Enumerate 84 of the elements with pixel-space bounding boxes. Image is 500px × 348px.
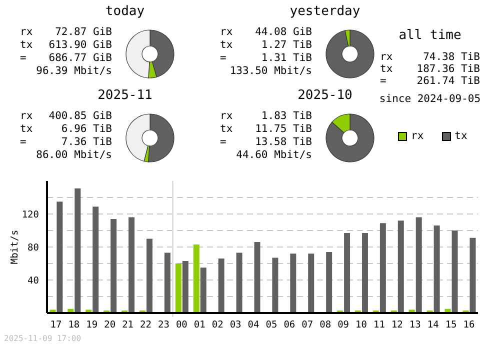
- x-tick-label: 02: [212, 320, 224, 331]
- bar: [398, 220, 404, 313]
- bar: [344, 232, 350, 313]
- donut-slice: [326, 30, 374, 78]
- bar: [182, 261, 188, 313]
- legend-label: rx: [411, 130, 424, 142]
- text: = 13.58 TiB: [220, 136, 312, 148]
- y-tick-label: 80: [28, 242, 40, 254]
- bar: [308, 254, 314, 313]
- text: rx 1.83 TiB: [220, 110, 312, 122]
- text: 96.39 Mbit/s: [35, 65, 112, 78]
- bar: [272, 258, 278, 313]
- x-tick-label: 19: [86, 320, 98, 331]
- x-tick-label: 01: [194, 320, 206, 331]
- text: = 7.36 TiB: [20, 136, 112, 148]
- bar: [200, 268, 206, 313]
- x-tick-label: 13: [409, 320, 421, 331]
- bar: [56, 202, 63, 313]
- bar: [164, 252, 170, 313]
- x-tick-label: 17: [50, 320, 62, 331]
- y-axis-title: Mbit/s: [9, 230, 20, 264]
- text: 44.60 Mbit/s: [235, 149, 312, 162]
- x-tick-label: 11: [374, 320, 386, 331]
- x-tick-label: 00: [176, 320, 188, 331]
- text: = 261.74 TiB: [380, 75, 480, 87]
- bar: [452, 230, 458, 313]
- bar: [92, 206, 99, 313]
- x-tick-label: 05: [266, 320, 278, 331]
- bar: [362, 232, 368, 313]
- x-tick-label: 20: [104, 320, 116, 331]
- text: rx 72.87 GiB: [20, 26, 112, 38]
- text: 133.50 Mbit/s: [228, 65, 312, 78]
- text: tx 187.36 TiB: [380, 63, 480, 75]
- x-tick-label: 23: [158, 320, 170, 331]
- x-tick-label: 07: [302, 320, 314, 331]
- bar: [326, 252, 332, 313]
- chart-title: 2025-11: [96, 88, 154, 103]
- text: since 2024-09-05: [378, 93, 482, 105]
- text: rx 74.38 TiB: [380, 51, 480, 63]
- chart-title: 2025-10: [298, 88, 352, 103]
- bar: [290, 254, 296, 313]
- x-tick-label: 08: [320, 320, 332, 331]
- bar: [74, 188, 81, 313]
- text: 2025-11-09 17:00: [4, 334, 82, 343]
- x-tick-label: 21: [122, 320, 134, 331]
- text: = 1.31 TiB: [220, 52, 312, 64]
- text: = 686.77 GiB: [20, 52, 112, 64]
- x-tick-label: 16: [463, 320, 476, 331]
- x-tick-label: 06: [284, 320, 296, 331]
- bar: [434, 226, 440, 313]
- bar: [218, 258, 224, 313]
- bar: [193, 244, 200, 313]
- bar: [380, 223, 386, 313]
- text: tx 613.90 GiB: [20, 39, 112, 51]
- bar: [254, 242, 260, 313]
- bar: [416, 217, 422, 313]
- bar: [175, 264, 182, 313]
- chart-title: yesterday: [288, 4, 362, 19]
- text: 86.00 Mbit/s: [35, 149, 112, 162]
- x-tick-label: 22: [140, 320, 152, 331]
- bar: [236, 252, 242, 313]
- y-tick-label: 40: [28, 275, 40, 286]
- x-tick-label: 18: [68, 320, 80, 331]
- y-tick-label: 120: [22, 209, 40, 220]
- x-tick-label: 12: [391, 320, 403, 331]
- legend-label: tx: [454, 130, 468, 142]
- x-tick-label: 14: [427, 320, 440, 331]
- text: rx 400.85 GiB: [20, 110, 112, 122]
- bar: [110, 218, 117, 313]
- text: tx 6.96 TiB: [20, 123, 112, 135]
- chart-title: today: [104, 4, 146, 19]
- x-tick-label: 03: [230, 320, 242, 331]
- donut-slice: [326, 114, 374, 162]
- bar: [470, 238, 476, 313]
- x-tick-label: 10: [356, 320, 368, 331]
- bar: [128, 217, 135, 313]
- x-tick-label: 15: [445, 320, 457, 331]
- bar: [146, 238, 152, 313]
- text: all time: [398, 28, 462, 43]
- x-tick-label: 09: [338, 320, 350, 331]
- text: tx 1.27 TiB: [220, 39, 312, 51]
- x-tick-label: 04: [248, 320, 260, 331]
- text: tx 11.75 TiB: [220, 123, 312, 135]
- text: rx 44.08 GiB: [220, 26, 312, 38]
